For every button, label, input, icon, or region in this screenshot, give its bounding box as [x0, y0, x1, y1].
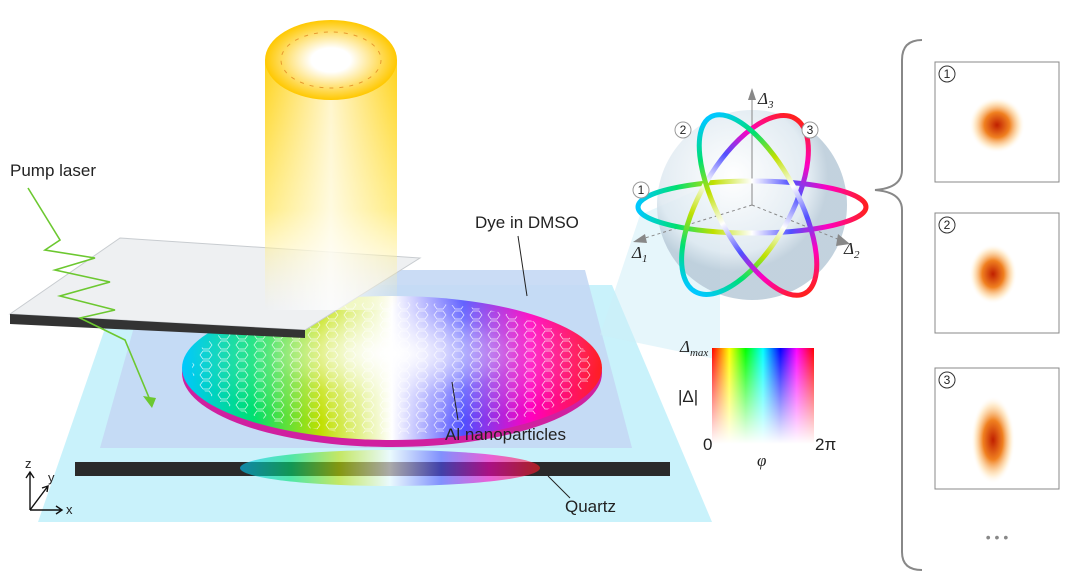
- quartz-label: Quartz: [565, 497, 616, 516]
- path-markers: [632, 121, 819, 199]
- x-axis-label: x: [66, 502, 73, 517]
- bracket: [874, 39, 923, 571]
- path-marker-label: 2: [680, 123, 687, 137]
- subscript: 1: [642, 253, 648, 265]
- mode-panel: 1: [934, 61, 1060, 183]
- panel-label: 3: [944, 373, 951, 387]
- nanoparticle-label: Al nanoparticles: [445, 425, 566, 444]
- sphere-axes: [644, 93, 841, 241]
- dye-label: Dye in DMSO: [475, 213, 579, 232]
- colormap-x-end: 2π: [815, 435, 836, 454]
- colormap-y-label: |Δ|: [678, 387, 698, 406]
- colormap-x-label: φ: [757, 451, 766, 470]
- colormap-max: Δmax: [679, 337, 708, 359]
- path-marker-label: 3: [807, 123, 814, 137]
- axis-arrow: [748, 88, 756, 100]
- subscript: max: [690, 347, 708, 359]
- subscript: 3: [767, 99, 774, 111]
- mode-panel: 3: [934, 367, 1060, 490]
- pump-beam: [27, 187, 151, 401]
- symbol: Δ: [631, 243, 642, 262]
- nanoparticle-leader: [451, 381, 459, 421]
- symbol: Δ: [757, 89, 768, 108]
- dye-leader: [517, 235, 528, 297]
- delta1-label: Δ1: [631, 243, 647, 265]
- beam-polarization: [280, 31, 382, 89]
- symbol: Δ: [843, 239, 854, 258]
- y-axis-label: y: [48, 470, 55, 485]
- ellipsis: • • •: [986, 529, 1009, 545]
- colormap-x-start: 0: [703, 435, 712, 454]
- colormap-fade: [712, 348, 814, 444]
- axes-icon: [25, 470, 64, 515]
- pump-label: Pump laser: [10, 161, 96, 180]
- emission-beam-glow: [265, 60, 397, 310]
- z-axis-label: z: [25, 456, 32, 471]
- symbol: Δ: [679, 337, 690, 356]
- disk-reflection: [240, 450, 540, 486]
- panel-label: 1: [944, 67, 951, 81]
- pump-arrow: [143, 396, 156, 408]
- beam-top: [265, 20, 397, 100]
- delta2-label: Δ2: [843, 239, 860, 261]
- panel-label: 2: [944, 218, 951, 232]
- mode-panel: 2: [934, 212, 1060, 334]
- delta3-label: Δ3: [757, 89, 774, 111]
- sphere-rings: [635, 112, 869, 298]
- subscript: 2: [854, 249, 860, 261]
- path-marker-label: 1: [638, 183, 645, 197]
- quartz-leader: [547, 475, 571, 499]
